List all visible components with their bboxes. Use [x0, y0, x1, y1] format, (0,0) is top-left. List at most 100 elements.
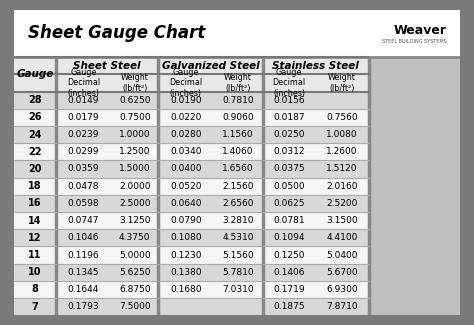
Text: 7.5000: 7.5000: [119, 302, 151, 311]
Text: 0.1680: 0.1680: [170, 285, 201, 294]
Text: 0.1793: 0.1793: [68, 302, 100, 311]
Text: 0.1380: 0.1380: [170, 268, 201, 277]
Text: 5.7810: 5.7810: [222, 268, 254, 277]
Text: 0.1719: 0.1719: [273, 285, 305, 294]
Text: 5.1560: 5.1560: [222, 251, 254, 260]
Text: 0.0781: 0.0781: [273, 216, 305, 225]
Text: 26: 26: [28, 112, 42, 122]
FancyBboxPatch shape: [14, 160, 369, 177]
Text: 2.0160: 2.0160: [326, 182, 358, 191]
Text: Weaver: Weaver: [393, 24, 447, 37]
FancyBboxPatch shape: [14, 264, 369, 281]
Text: 0.0340: 0.0340: [170, 147, 201, 156]
Text: 0.0790: 0.0790: [170, 216, 201, 225]
Text: 6.8750: 6.8750: [119, 285, 151, 294]
Text: 0.1196: 0.1196: [68, 251, 100, 260]
Text: 0.0747: 0.0747: [68, 216, 99, 225]
Text: 0.7500: 0.7500: [119, 113, 151, 122]
Text: Weight
(lb/ft²): Weight (lb/ft²): [121, 73, 149, 93]
Text: 2.1560: 2.1560: [222, 182, 254, 191]
Text: 0.1046: 0.1046: [68, 233, 99, 242]
Text: 7.0310: 7.0310: [222, 285, 254, 294]
Text: Sheet Gauge Chart: Sheet Gauge Chart: [27, 24, 205, 43]
Text: 0.1080: 0.1080: [170, 233, 201, 242]
Text: 8: 8: [31, 284, 38, 294]
Text: Weight
(lb/ft²): Weight (lb/ft²): [328, 73, 356, 93]
Text: 0.7810: 0.7810: [222, 96, 254, 105]
FancyBboxPatch shape: [14, 109, 369, 126]
FancyBboxPatch shape: [14, 10, 460, 315]
Text: Galvanized Steel: Galvanized Steel: [162, 61, 259, 71]
Text: Gauge
Decimal
(inches): Gauge Decimal (inches): [169, 68, 202, 98]
Text: Stainless Steel: Stainless Steel: [273, 61, 359, 71]
Text: 0.1094: 0.1094: [273, 233, 305, 242]
Text: 24: 24: [28, 130, 42, 139]
Text: 0.0239: 0.0239: [68, 130, 99, 139]
Text: 0.0187: 0.0187: [273, 113, 305, 122]
Text: 0.1250: 0.1250: [273, 251, 305, 260]
Text: 1.6560: 1.6560: [222, 164, 254, 174]
Text: 5.6700: 5.6700: [326, 268, 358, 277]
Text: 1.0080: 1.0080: [326, 130, 358, 139]
Text: 0.1345: 0.1345: [68, 268, 99, 277]
FancyBboxPatch shape: [14, 10, 460, 57]
Text: 0.0299: 0.0299: [68, 147, 99, 156]
FancyBboxPatch shape: [14, 126, 369, 143]
Text: 10: 10: [28, 267, 42, 277]
Text: 14: 14: [28, 215, 42, 226]
Text: 1.4060: 1.4060: [222, 147, 254, 156]
Text: 3.2810: 3.2810: [222, 216, 254, 225]
FancyBboxPatch shape: [14, 57, 369, 74]
Text: 22: 22: [28, 147, 42, 157]
Text: 2.6560: 2.6560: [222, 199, 254, 208]
Text: 0.0220: 0.0220: [170, 113, 201, 122]
Text: 5.0000: 5.0000: [119, 251, 151, 260]
Text: 0.1406: 0.1406: [273, 268, 305, 277]
FancyBboxPatch shape: [14, 246, 369, 264]
Text: 0.0400: 0.0400: [170, 164, 201, 174]
FancyBboxPatch shape: [14, 74, 369, 92]
Text: 1.2500: 1.2500: [119, 147, 150, 156]
Text: 0.0179: 0.0179: [68, 113, 100, 122]
Text: 0.0640: 0.0640: [170, 199, 201, 208]
Text: 0.0250: 0.0250: [273, 130, 305, 139]
Text: 1.2600: 1.2600: [326, 147, 358, 156]
Text: 20: 20: [28, 164, 42, 174]
Text: Weight
(lb/ft²): Weight (lb/ft²): [224, 73, 252, 93]
Text: 0.0598: 0.0598: [68, 199, 100, 208]
Text: 7: 7: [32, 302, 38, 312]
FancyBboxPatch shape: [14, 177, 369, 195]
Text: 0.0478: 0.0478: [68, 182, 99, 191]
FancyBboxPatch shape: [14, 229, 369, 246]
Text: 3.1500: 3.1500: [326, 216, 358, 225]
Text: 0.0520: 0.0520: [170, 182, 201, 191]
Text: 12: 12: [28, 233, 42, 243]
Text: 0.0156: 0.0156: [273, 96, 305, 105]
Text: 28: 28: [28, 95, 42, 105]
Text: 1.1560: 1.1560: [222, 130, 254, 139]
Text: 6.9300: 6.9300: [326, 285, 358, 294]
Text: 2.5000: 2.5000: [119, 199, 150, 208]
Text: 4.3750: 4.3750: [119, 233, 150, 242]
Text: 1.5120: 1.5120: [326, 164, 358, 174]
FancyBboxPatch shape: [14, 212, 369, 229]
Text: 11: 11: [28, 250, 42, 260]
Text: Gauge: Gauge: [16, 69, 54, 79]
Text: 0.0359: 0.0359: [68, 164, 100, 174]
FancyBboxPatch shape: [14, 298, 369, 315]
Text: 5.0400: 5.0400: [326, 251, 358, 260]
Text: 0.1875: 0.1875: [273, 302, 305, 311]
Text: STEEL BUILDING SYSTEMS: STEEL BUILDING SYSTEMS: [382, 39, 447, 44]
Text: 0.0500: 0.0500: [273, 182, 305, 191]
Text: 1.5000: 1.5000: [119, 164, 151, 174]
Text: 0.0375: 0.0375: [273, 164, 305, 174]
Text: 2.0000: 2.0000: [119, 182, 150, 191]
Text: 0.1230: 0.1230: [170, 251, 201, 260]
Text: 0.6250: 0.6250: [119, 96, 150, 105]
Text: Gauge
Decimal
(inches): Gauge Decimal (inches): [273, 68, 305, 98]
Text: 0.1644: 0.1644: [68, 285, 99, 294]
Text: 16: 16: [28, 198, 42, 208]
Text: Sheet Steel: Sheet Steel: [73, 61, 141, 71]
Text: 0.0149: 0.0149: [68, 96, 99, 105]
Text: 4.4100: 4.4100: [326, 233, 357, 242]
